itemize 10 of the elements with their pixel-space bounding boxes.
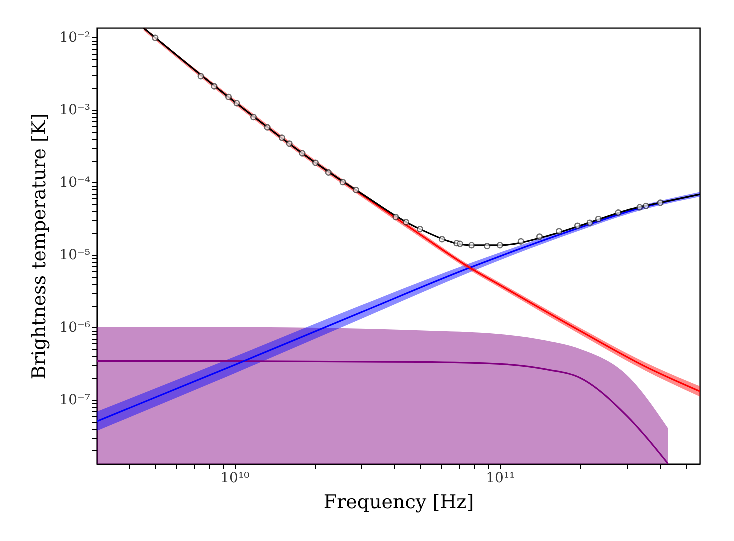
y-tick-label: 10⁻³	[60, 102, 90, 118]
y-tick-label: 10⁻⁵	[60, 247, 91, 264]
y-tick-label: 10⁻⁶	[60, 320, 91, 336]
x-tick-label: 10¹⁰	[220, 470, 250, 486]
x-axis-title: Frequency [Hz]	[324, 492, 474, 514]
y-axis-title: Brightness temperature [K]	[28, 113, 51, 380]
x-tick-label: 10¹¹	[486, 470, 516, 486]
y-tick-label: 10⁻²	[60, 30, 90, 46]
y-tick-label: 10⁻⁷	[60, 392, 91, 408]
y-tick-label: 10⁻⁴	[60, 174, 91, 191]
